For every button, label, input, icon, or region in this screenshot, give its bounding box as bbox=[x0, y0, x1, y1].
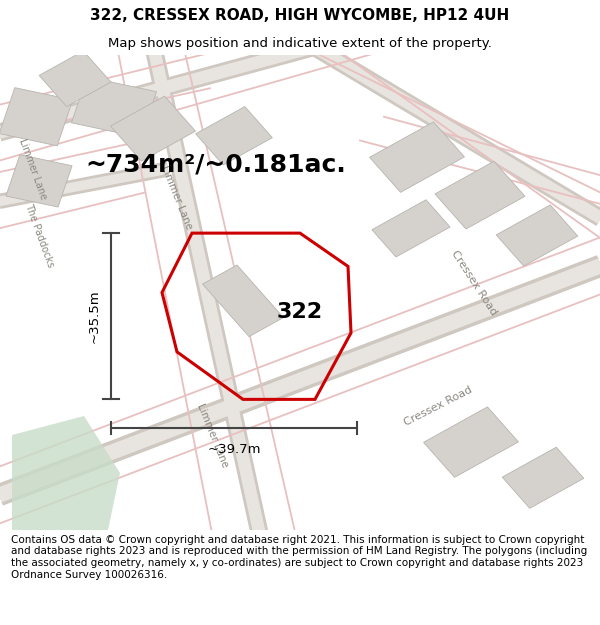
Polygon shape bbox=[370, 122, 464, 192]
Text: 322: 322 bbox=[277, 301, 323, 321]
Polygon shape bbox=[203, 265, 283, 337]
Polygon shape bbox=[424, 407, 518, 478]
Polygon shape bbox=[372, 200, 450, 257]
Text: Contains OS data © Crown copyright and database right 2021. This information is : Contains OS data © Crown copyright and d… bbox=[11, 535, 587, 579]
Text: Limmer Lane: Limmer Lane bbox=[196, 401, 230, 469]
Polygon shape bbox=[39, 51, 111, 107]
Text: ~39.7m: ~39.7m bbox=[207, 443, 261, 456]
Text: Cressex Road: Cressex Road bbox=[449, 249, 499, 318]
Text: 322, CRESSEX ROAD, HIGH WYCOMBE, HP12 4UH: 322, CRESSEX ROAD, HIGH WYCOMBE, HP12 4U… bbox=[91, 8, 509, 23]
Text: Cressex Road: Cressex Road bbox=[402, 385, 474, 428]
Text: Limmer Lane: Limmer Lane bbox=[160, 164, 194, 231]
Polygon shape bbox=[496, 205, 578, 266]
Polygon shape bbox=[71, 77, 157, 138]
Polygon shape bbox=[110, 96, 196, 161]
Text: Map shows position and indicative extent of the property.: Map shows position and indicative extent… bbox=[108, 38, 492, 51]
Text: The Paddocks: The Paddocks bbox=[23, 202, 55, 269]
Polygon shape bbox=[196, 107, 272, 165]
Polygon shape bbox=[12, 416, 120, 530]
Text: ~35.5m: ~35.5m bbox=[87, 289, 100, 343]
Polygon shape bbox=[435, 161, 525, 229]
Polygon shape bbox=[6, 155, 72, 207]
Polygon shape bbox=[0, 88, 73, 146]
Polygon shape bbox=[502, 448, 584, 508]
Text: ~734m²/~0.181ac.: ~734m²/~0.181ac. bbox=[86, 152, 346, 176]
Text: Limmer Lane: Limmer Lane bbox=[17, 137, 49, 201]
